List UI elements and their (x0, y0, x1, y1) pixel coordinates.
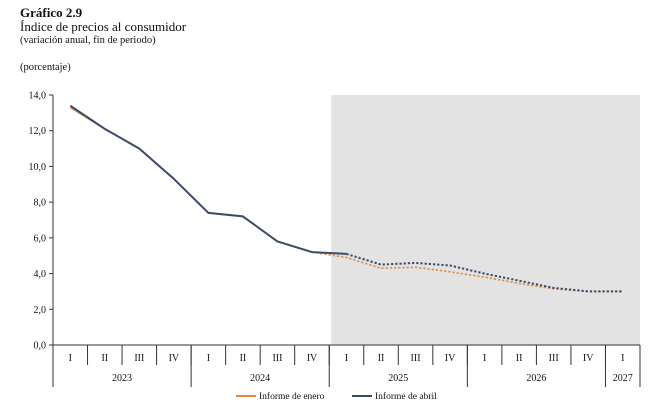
y-tick-label: 10,0 (29, 162, 47, 173)
x-year-label: 2024 (250, 373, 270, 384)
chart-title: Índice de precios al consumidor (20, 19, 187, 34)
y-tick-label: 2,0 (34, 305, 47, 316)
x-tick-label: I (621, 353, 624, 364)
y-tick-label: 8,0 (34, 198, 47, 209)
figure-label: Gráfico 2.9 (20, 5, 83, 20)
forecast-shading (331, 95, 640, 345)
x-year-label: 2027 (613, 373, 633, 384)
x-tick-label: III (272, 353, 282, 364)
x-tick-label: I (207, 353, 210, 364)
x-tick-label: II (516, 353, 523, 364)
x-tick-label: IV (445, 353, 456, 364)
series-line-forecast-1 (346, 252, 623, 293)
x-tick-label: II (240, 353, 247, 364)
series-line-observed-1 (69, 104, 347, 255)
x-year-label: 2023 (112, 373, 132, 384)
x-tick-label: I (69, 353, 72, 364)
y-tick-label: 6,0 (34, 233, 47, 244)
x-tick-label: II (378, 353, 385, 364)
x-tick-label: III (411, 353, 421, 364)
x-tick-label: IV (169, 353, 180, 364)
x-tick-label: III (549, 353, 559, 364)
x-tick-label: I (345, 353, 348, 364)
y-tick-label: 14,0 (29, 91, 47, 102)
y-tick-label: 4,0 (34, 269, 47, 280)
chart-subtitle: (variación anual, fin de periodo) (20, 35, 156, 46)
x-tick-label: II (101, 353, 108, 364)
x-year-label: 2026 (526, 373, 546, 384)
y-unit-label: (porcentaje) (20, 62, 71, 73)
x-tick-label: III (134, 353, 144, 364)
y-tick-label: 12,0 (29, 126, 47, 137)
x-tick-label: IV (307, 353, 318, 364)
y-tick-label: 0,0 (34, 341, 47, 352)
x-year-label: 2025 (388, 373, 408, 384)
x-tick-label: IV (583, 353, 594, 364)
x-tick-label: I (483, 353, 486, 364)
legend-label: Informe de enero (259, 391, 325, 402)
legend-label: Informe de abril (375, 391, 437, 402)
